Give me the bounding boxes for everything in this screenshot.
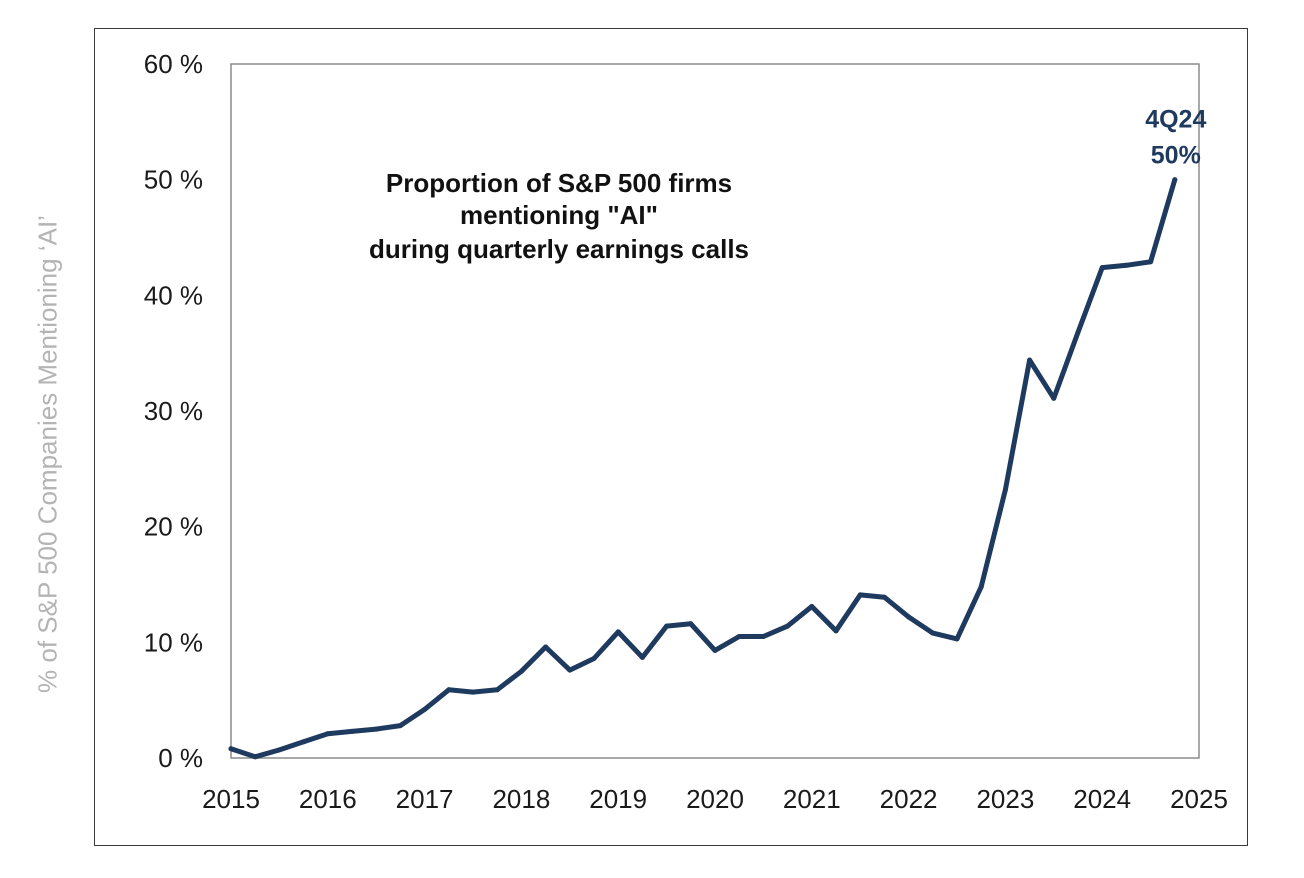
data-point bbox=[591, 656, 597, 661]
data-point bbox=[446, 687, 452, 693]
chart-frame bbox=[94, 28, 1248, 846]
x-tick-label: 2016 bbox=[299, 784, 357, 814]
annotation-line: 50% bbox=[1151, 142, 1201, 170]
data-point bbox=[397, 723, 403, 729]
data-point bbox=[349, 728, 355, 734]
data-point bbox=[785, 623, 791, 629]
data-point bbox=[736, 634, 742, 639]
data-point bbox=[1099, 265, 1105, 271]
data-point bbox=[470, 689, 476, 695]
x-tick-label: 2022 bbox=[880, 784, 938, 814]
data-point bbox=[760, 634, 766, 639]
data-point bbox=[664, 623, 670, 629]
data-point bbox=[1027, 357, 1033, 363]
chart-title-line-1: Proportion of S&P 500 firms bbox=[386, 168, 732, 198]
data-point bbox=[833, 628, 839, 634]
data-point bbox=[688, 621, 694, 627]
x-axis-ticks: 2015 2016 2017 2018 2019 2020 2021 2022 2023 2024… bbox=[202, 784, 1228, 814]
y-tick-label: 30 % bbox=[144, 396, 203, 426]
data-point bbox=[276, 747, 282, 753]
y-tick-label: 60 % bbox=[144, 49, 203, 79]
series-line bbox=[228, 177, 1178, 760]
data-point bbox=[1123, 262, 1129, 268]
x-tick-label: 2025 bbox=[1170, 784, 1228, 814]
data-point bbox=[422, 706, 428, 712]
x-tick-label: 2021 bbox=[783, 784, 841, 814]
plot-area bbox=[230, 63, 1200, 759]
data-point bbox=[543, 644, 549, 650]
data-point bbox=[1075, 329, 1081, 335]
annotation-line: 4Q24 bbox=[1145, 106, 1206, 134]
data-point bbox=[1148, 259, 1154, 265]
data-point bbox=[1172, 177, 1178, 183]
data-point bbox=[301, 739, 307, 745]
x-tick-label: 2024 bbox=[1073, 784, 1131, 814]
x-tick-label: 2017 bbox=[396, 784, 454, 814]
data-point bbox=[567, 667, 573, 673]
data-point bbox=[881, 594, 887, 600]
data-point bbox=[252, 754, 258, 760]
data-point bbox=[906, 614, 912, 620]
x-tick-label: 2020 bbox=[686, 784, 744, 814]
y-tick-label: 0 % bbox=[158, 743, 203, 773]
y-tick-label: 20 % bbox=[144, 512, 203, 542]
x-tick-label: 2015 bbox=[202, 784, 260, 814]
data-point bbox=[1051, 395, 1057, 401]
chart-title-line-3: during quarterly earnings calls bbox=[369, 234, 749, 264]
chart-title-line-2: mentioning "AI" bbox=[460, 200, 658, 230]
x-tick-label: 2018 bbox=[492, 784, 550, 814]
data-point bbox=[615, 629, 621, 635]
data-point bbox=[712, 647, 718, 653]
data-point bbox=[857, 592, 863, 598]
series-lines bbox=[228, 177, 1178, 760]
x-tick-label: 2023 bbox=[976, 784, 1034, 814]
data-point bbox=[228, 746, 234, 752]
data-point bbox=[639, 654, 645, 660]
data-point bbox=[494, 687, 500, 693]
data-point bbox=[1002, 487, 1008, 493]
data-point bbox=[954, 636, 960, 642]
y-tick-label: 10 % bbox=[144, 627, 203, 657]
data-point bbox=[809, 604, 815, 609]
y-tick-label: 40 % bbox=[144, 280, 203, 310]
y-tick-label: 50 % bbox=[144, 165, 203, 195]
data-point bbox=[978, 584, 984, 590]
end-annotation: 4Q24 50% bbox=[1145, 106, 1206, 170]
data-point bbox=[930, 630, 936, 636]
data-point bbox=[518, 668, 524, 674]
data-point bbox=[325, 731, 331, 737]
data-point bbox=[373, 726, 379, 732]
y-axis-ticks: 0 % 10 % 20 % 30 % 40 % 50 % 60 % bbox=[144, 49, 203, 773]
x-tick-label: 2019 bbox=[589, 784, 647, 814]
